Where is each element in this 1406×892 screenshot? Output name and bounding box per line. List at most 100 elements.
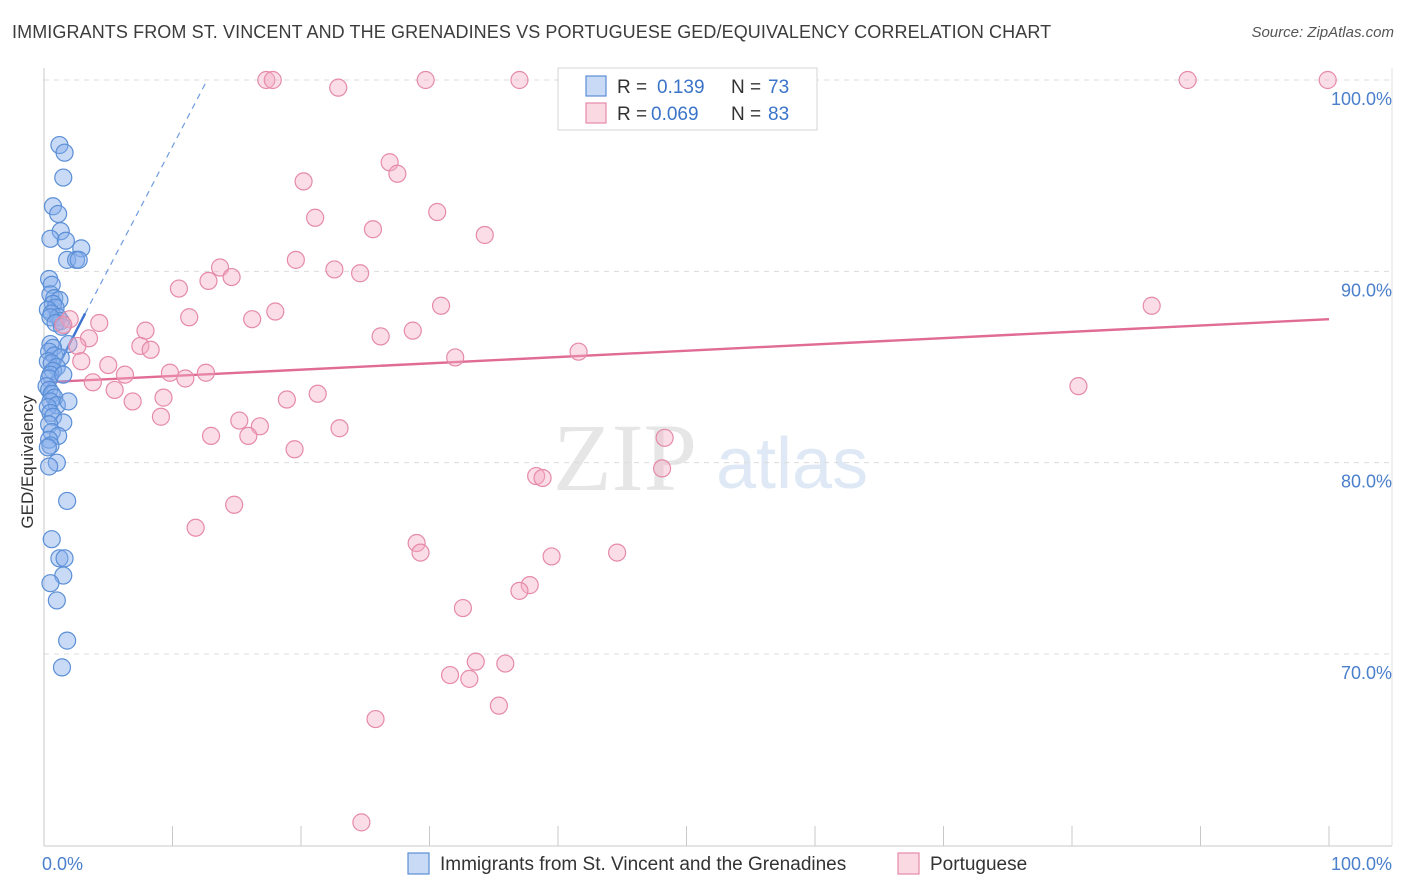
point-portuguese [407, 533, 426, 553]
point-portuguese [325, 260, 344, 279]
trend-line-pink [43, 317, 1330, 384]
legend-n-value-blue: 73 [768, 77, 789, 98]
point-portuguese [428, 202, 447, 222]
y-tick-label: 70.0% [1341, 663, 1392, 683]
point-st-vincent [69, 250, 88, 269]
point-portuguese [180, 308, 199, 327]
point-st-vincent [59, 392, 78, 411]
y-tick-label: 100.0% [1331, 89, 1392, 109]
point-portuguese [460, 669, 479, 688]
point-st-vincent [58, 631, 77, 650]
point-portuguese [266, 302, 285, 321]
point-st-vincent [52, 658, 72, 677]
point-st-vincent [47, 591, 66, 610]
point-st-vincent [55, 549, 74, 568]
point-st-vincent [40, 457, 59, 476]
y-tick-label: 80.0% [1341, 472, 1392, 492]
point-portuguese [371, 327, 390, 346]
point-portuguese [277, 390, 296, 409]
series-legend-swatch-blue [407, 852, 430, 875]
point-st-vincent [58, 491, 77, 511]
point-portuguese [510, 70, 529, 90]
watermark-atlas: atlas [716, 424, 868, 504]
trend-lines [42, 79, 1330, 395]
gridlines [44, 79, 1392, 655]
point-st-vincent [56, 231, 75, 250]
point-st-vincent [72, 239, 91, 258]
point-portuguese [115, 365, 135, 384]
point-st-vincent [41, 436, 60, 455]
point-portuguese [496, 654, 515, 673]
point-portuguese [243, 310, 262, 329]
chart-title: IMMIGRANTS FROM ST. VINCENT AND THE GREN… [12, 22, 1052, 42]
point-portuguese [154, 388, 173, 407]
point-portuguese [68, 336, 87, 356]
point-portuguese [466, 652, 485, 671]
point-portuguese [199, 271, 218, 290]
legend-r-label-pink: R = [617, 104, 647, 125]
point-portuguese [440, 665, 460, 685]
point-portuguese [230, 411, 249, 430]
point-st-vincent [41, 229, 60, 248]
point-portuguese [489, 696, 508, 715]
point-portuguese [225, 495, 244, 514]
point-portuguese [453, 598, 473, 618]
point-portuguese [201, 426, 221, 445]
point-portuguese [655, 428, 674, 447]
trend-line-blue [42, 312, 87, 395]
point-portuguese [527, 466, 546, 486]
point-portuguese [83, 373, 102, 392]
legend-frame [557, 67, 818, 131]
point-portuguese [222, 267, 241, 287]
point-portuguese [569, 342, 588, 361]
point-portuguese [533, 468, 552, 488]
point-st-vincent [38, 438, 57, 457]
point-portuguese [160, 363, 180, 382]
point-st-vincent [41, 574, 60, 593]
point-st-vincent [42, 530, 61, 549]
point-st-vincent [42, 275, 61, 294]
point-portuguese [105, 380, 124, 400]
legend-swatch-blue [585, 75, 607, 97]
point-st-vincent [54, 365, 73, 384]
point-portuguese [520, 576, 539, 595]
point-portuguese [285, 440, 304, 459]
x-tick-label-min: 0.0% [42, 854, 83, 874]
point-portuguese [286, 250, 305, 269]
point-portuguese [196, 363, 216, 382]
point-st-vincent [54, 168, 73, 187]
point-portuguese [294, 172, 313, 191]
point-portuguese [123, 392, 142, 411]
point-portuguese [306, 208, 325, 227]
point-portuguese [352, 813, 371, 832]
trend-line-extension-blue [84, 79, 208, 314]
point-portuguese [1178, 70, 1197, 90]
point-portuguese [1318, 70, 1337, 90]
point-portuguese [263, 70, 282, 90]
y-tick-label: 90.0% [1341, 280, 1392, 300]
point-portuguese [363, 220, 383, 239]
point-portuguese [136, 321, 155, 340]
legend-r-value-pink: 0.069 [651, 104, 699, 125]
legend-n-label-blue: N = [731, 77, 761, 98]
point-portuguese [431, 296, 451, 315]
series-legend: Immigrants from St. Vincent and the Gren… [407, 852, 1027, 875]
point-portuguese [411, 543, 430, 562]
series-legend-swatch-pink [897, 852, 920, 875]
series-legend-label-blue: Immigrants from St. Vincent and the Gren… [440, 854, 846, 875]
point-portuguese [308, 384, 327, 403]
point-st-vincent [50, 549, 69, 568]
source-label: Source: ZipAtlas.com [1251, 24, 1394, 41]
correlation-legend: R = 0.139 N = 73 R = 0.069 N = 83 [557, 67, 818, 131]
point-st-vincent [49, 426, 68, 445]
point-portuguese [239, 426, 258, 445]
point-st-vincent [40, 430, 59, 449]
legend-r-value-blue: 0.139 [657, 77, 705, 98]
point-st-vincent [59, 334, 78, 354]
point-portuguese [90, 313, 109, 333]
point-st-vincent [49, 204, 68, 224]
series-legend-label-pink: Portuguese [930, 854, 1027, 875]
legend-n-value-pink: 83 [768, 104, 789, 125]
point-portuguese [257, 70, 276, 90]
